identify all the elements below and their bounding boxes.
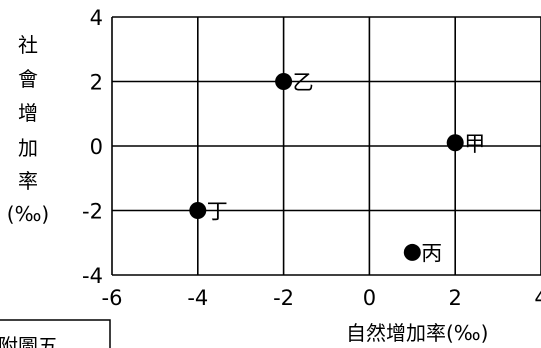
data-label: 乙	[293, 71, 314, 95]
x-tick-label: 0	[363, 286, 376, 310]
x-axis-label: 自然增加率(‰)	[346, 321, 488, 345]
data-point	[275, 73, 293, 90]
x-tick-label: 4	[534, 286, 541, 310]
data-point	[446, 134, 464, 152]
data-label: 丙	[421, 241, 442, 265]
data-label: 丁	[207, 200, 228, 224]
x-tick-label: 2	[449, 286, 462, 310]
y-tick-label: -4	[82, 264, 103, 288]
x-tick-label: -4	[187, 286, 208, 310]
y-tick-label: 0	[90, 135, 103, 159]
y-axis-label: 社會增加率(‰)	[7, 33, 49, 226]
x-tick-label: -6	[102, 286, 123, 310]
data-label: 甲	[464, 132, 485, 156]
y-tick-label: -2	[82, 200, 103, 224]
tick-labels: -6-4-2024420-2-4	[82, 6, 541, 310]
caption-box	[0, 319, 111, 348]
data-point	[403, 243, 421, 261]
y-tick-label: 2	[90, 71, 103, 95]
caption-text: 附圖五	[0, 334, 58, 348]
data-points: 甲 乙丙 丁	[189, 71, 485, 265]
data-point	[189, 202, 207, 219]
x-tick-label: -2	[273, 286, 294, 310]
y-tick-label: 4	[90, 6, 103, 30]
